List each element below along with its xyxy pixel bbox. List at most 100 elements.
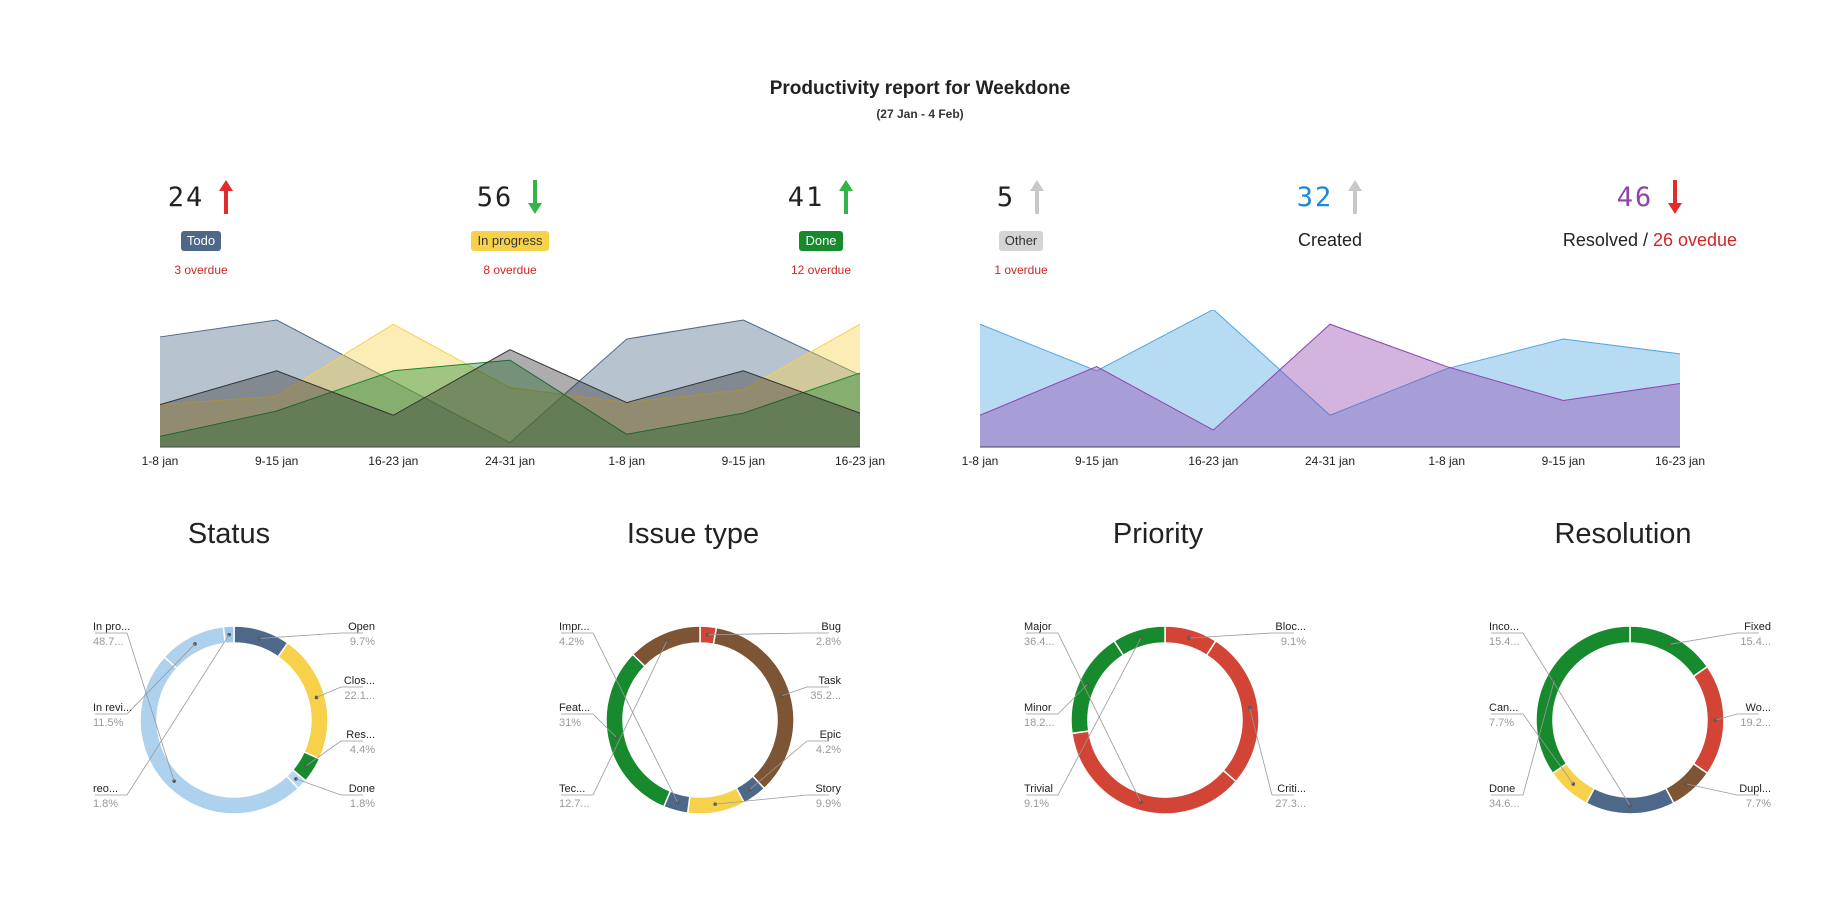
status-leader-line xyxy=(316,686,363,698)
report-title: Productivity report for Weekdone xyxy=(769,78,1071,99)
priority-leader-dot xyxy=(1247,706,1252,710)
status-slice-value: 48.7... xyxy=(93,636,124,648)
priority-slice-0 xyxy=(1164,625,1217,657)
kpi-resolved-label: Resolved / 26 ovedue xyxy=(1490,229,1810,251)
trend-up-arrow-icon xyxy=(219,180,234,214)
trend-up-arrow-icon xyxy=(1348,180,1363,214)
priority-leader-dot xyxy=(1187,636,1191,640)
resolution-slice-value: 7.7% xyxy=(1489,717,1514,729)
kpi-in-progress-value: 56 xyxy=(476,181,514,213)
status-slice-4 xyxy=(139,655,300,815)
status-trend-series-3-area xyxy=(160,349,860,447)
status-trend-x-tick-label: 9-15 jan xyxy=(722,454,765,468)
status-trend-x-tick-label: 16-23 jan xyxy=(368,454,418,468)
trend-down-arrow-icon xyxy=(1668,180,1683,214)
kpi-resolved-text: Resolved xyxy=(1562,230,1638,250)
status-leader-line xyxy=(95,643,196,715)
trend-down-arrow-icon xyxy=(528,180,543,214)
issue-type-slice-label: Bug xyxy=(821,621,841,633)
created-resolved-trend-series-0-area xyxy=(980,310,1680,447)
status-trend-area-chart: 1-8 jan 9-15 jan 16-23 jan 24-31 jan 1-8 jan… xyxy=(142,319,885,468)
status-slice-value: 1.8% xyxy=(93,798,118,810)
priority-slice-value: 36.4... xyxy=(1024,636,1055,648)
issue-type-leader-line xyxy=(707,632,829,636)
status-slice-label: Clos... xyxy=(344,675,375,687)
status-trend-x-tick-label: 1-8 jan xyxy=(142,454,179,468)
issue-type-leader-line xyxy=(561,641,668,796)
issue-type-leader-line xyxy=(749,740,829,790)
resolution-slice-label: Dupl... xyxy=(1739,783,1771,795)
kpi-in-progress-badge: In progress xyxy=(471,231,549,251)
created-resolved-trend-series-1-area xyxy=(980,324,1680,447)
resolution-slice-label: Done xyxy=(1489,783,1515,795)
status-slice-label: Open xyxy=(348,621,375,633)
resolution-slice-1 xyxy=(1692,665,1725,775)
created-resolved-trend-x-tick-label: 9-15 jan xyxy=(1542,454,1585,468)
kpi-todo: 24 Todo 3 overdue xyxy=(61,177,341,277)
status-trend-series-1-line xyxy=(159,323,861,406)
issue-type-leader-line xyxy=(561,632,679,803)
resolution-leader-line xyxy=(1491,713,1574,785)
issue-type-donut-chart: Bug 2.8% Task 35.2... Epic 4.2% Story 9.9% Impr.… xyxy=(559,621,841,815)
priority-slice-value: 18.2... xyxy=(1024,717,1055,729)
issue-type-leader-line xyxy=(561,713,617,738)
status-leader-line xyxy=(305,740,363,767)
status-slice-value: 11.5% xyxy=(93,717,124,729)
kpi-created-label: Created xyxy=(1297,230,1363,250)
resolution-section-title: Resolution xyxy=(1554,518,1692,550)
resolution-slice-label: Fixed xyxy=(1744,621,1771,633)
priority-leader-line xyxy=(1249,707,1294,796)
trend-up-arrow-icon xyxy=(839,180,854,214)
report-date-range: (27 Jan - 4 Feb) xyxy=(876,107,964,121)
priority-slice-value: 9.1% xyxy=(1024,798,1049,810)
priority-slice-label: Major xyxy=(1024,621,1052,633)
kpi-resolved-separator: / xyxy=(1637,230,1653,250)
issue-type-leader-dot xyxy=(713,802,718,806)
resolution-slice-label: Inco... xyxy=(1489,621,1519,633)
priority-slice-label: Minor xyxy=(1024,702,1052,714)
issue-type-slice-value: 4.2% xyxy=(816,744,841,756)
resolution-leader-line xyxy=(1715,713,1759,721)
created-resolved-trend-series-0-line xyxy=(979,310,1681,416)
resolution-slice-0 xyxy=(1629,625,1709,678)
status-slice-value: 4.4% xyxy=(350,744,375,756)
status-trend-x-tick-label: 1-8 jan xyxy=(608,454,645,468)
created-resolved-trend-series-1-line xyxy=(979,323,1681,431)
created-resolved-trend-x-tick-label: 1-8 jan xyxy=(962,454,999,468)
status-trend-series-2-line xyxy=(159,359,861,437)
kpi-todo-value: 24 xyxy=(167,181,205,213)
kpi-done-badge: Done xyxy=(799,231,843,251)
kpi-todo-badge: Todo xyxy=(180,231,222,251)
status-slice-5 xyxy=(163,625,227,670)
status-slice-0 xyxy=(233,625,289,658)
resolution-slice-value: 34.6... xyxy=(1489,798,1520,810)
priority-donut-chart: Bloc... 9.1% Criti... 27.3... Major 36.4... Mi… xyxy=(1024,621,1306,815)
created-resolved-trend-x-tick-label: 16-23 jan xyxy=(1655,454,1705,468)
kpi-in-progress-overdue: 8 overdue xyxy=(483,263,537,277)
kpi-other-badge: Other xyxy=(998,231,1044,251)
status-leader-dot xyxy=(294,777,298,781)
kpi-other-overdue: 1 overdue xyxy=(994,263,1048,277)
status-trend-series-0-area xyxy=(160,320,860,447)
priority-slice-value: 9.1% xyxy=(1281,636,1306,648)
issue-type-slice-value: 35.2... xyxy=(810,690,841,702)
status-slice-value: 1.8% xyxy=(350,798,375,810)
issue-type-slice-6 xyxy=(631,625,701,668)
kpi-done-value: 41 xyxy=(787,181,825,213)
issue-type-section-title: Issue type xyxy=(626,518,760,550)
priority-slice-value: 27.3... xyxy=(1275,798,1306,810)
priority-section-title: Priority xyxy=(1112,518,1204,550)
resolution-leader-dot xyxy=(1684,782,1689,786)
kpi-todo-overdue: 3 overdue xyxy=(174,263,228,277)
status-slice-label: In revi... xyxy=(93,702,132,714)
status-leader-line xyxy=(295,778,363,796)
kpi-other-value: 5 xyxy=(996,181,1016,213)
issue-type-leader-line xyxy=(715,794,829,805)
status-trend-x-tick-label: 16-23 jan xyxy=(835,454,885,468)
issue-type-slice-label: Feat... xyxy=(559,702,590,714)
resolution-slice-value: 15.4... xyxy=(1740,636,1771,648)
trend-up-arrow-icon xyxy=(1030,180,1045,214)
status-trend-x-tick-label: 24-31 jan xyxy=(485,454,535,468)
issue-type-leader-dot xyxy=(780,693,784,698)
status-slice-label: reo... xyxy=(93,783,118,795)
